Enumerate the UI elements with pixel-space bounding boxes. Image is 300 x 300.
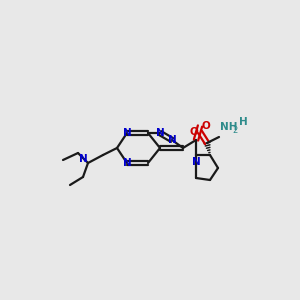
Text: N: N bbox=[168, 135, 176, 145]
Text: H: H bbox=[239, 117, 248, 127]
Text: N: N bbox=[156, 128, 164, 138]
Text: N: N bbox=[123, 128, 131, 138]
Text: O: O bbox=[190, 127, 198, 137]
Text: N: N bbox=[79, 154, 87, 164]
Text: NH: NH bbox=[220, 122, 238, 132]
Text: N: N bbox=[192, 157, 200, 167]
Text: O: O bbox=[202, 121, 210, 131]
Text: N: N bbox=[123, 158, 131, 168]
Text: 2: 2 bbox=[232, 126, 237, 135]
